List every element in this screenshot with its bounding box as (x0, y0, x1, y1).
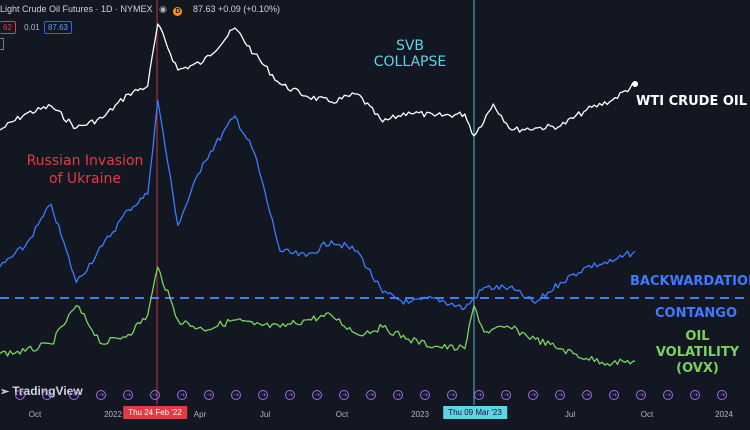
sell-button[interactable]: 62 (0, 21, 16, 34)
economic-event-icon[interactable]: ⇢ (231, 390, 241, 400)
economic-event-icon[interactable]: ⇢ (42, 390, 52, 400)
economic-event-icon[interactable]: ⇢ (96, 390, 106, 400)
x-tick-label: 2024 (715, 410, 733, 419)
russia-annotation-line-1: Russian Invasion (26, 153, 144, 169)
wti-price-line[interactable] (0, 23, 636, 137)
economic-event-icon[interactable]: ⇢ (447, 390, 457, 400)
economic-event-icon[interactable]: ⇢ (474, 390, 484, 400)
chart-header: Light Crude Oil Futures · 1D · NYMEX ◉ D… (0, 4, 280, 16)
economic-event-icon[interactable]: ⇢ (204, 390, 214, 400)
svb-annotation: SVB COLLAPSE (355, 38, 465, 70)
economic-event-icon[interactable]: ⇢ (366, 390, 376, 400)
eye-icon[interactable]: ◉ (159, 4, 167, 14)
ovx-series-label: OIL VOLATILITY (OVX) (650, 329, 745, 377)
wti-last-price-dot (632, 81, 639, 87)
price-change: +0.09 (+0.10%) (218, 4, 281, 14)
backwardation-label: BACKWARDATION (630, 274, 750, 289)
x-tick-label: Apr (193, 410, 207, 419)
wti-series-label: WTI CRUDE OIL (636, 94, 748, 109)
economic-event-icon[interactable]: ⇢ (582, 390, 592, 400)
economic-event-icon[interactable]: ⇢ (636, 390, 646, 400)
backwardation-spread-line[interactable] (0, 99, 636, 311)
delay-badge: D (173, 7, 183, 16)
russia-annotation: Russian Invasion of Ukraine (10, 152, 160, 188)
economic-event-icon[interactable]: ⇢ (150, 390, 160, 400)
ovx-label-line-3: (OVX) (676, 361, 719, 376)
economic-event-icon[interactable]: ⇢ (528, 390, 538, 400)
economic-event-icon[interactable]: ⇢ (609, 390, 619, 400)
economic-event-icon[interactable]: ⇢ (123, 390, 133, 400)
x-tick-label: Oct (28, 410, 42, 419)
series-layer (0, 23, 639, 367)
economic-event-icon[interactable]: ⇢ (177, 390, 187, 400)
economic-event-icon[interactable]: ⇢ (555, 390, 565, 400)
order-row: 62 0.01 87.63 (0, 21, 72, 34)
x-tick-label: Jul (564, 410, 576, 419)
economic-event-icon[interactable]: ⇢ (285, 390, 295, 400)
x-tick-label: 2022 (104, 410, 122, 419)
x-tick-label: Jul (259, 410, 271, 419)
buy-button[interactable]: 87.63 (43, 21, 72, 34)
ovx-label-line-2: VOLATILITY (655, 345, 740, 360)
symbol-title[interactable]: Light Crude Oil Futures · 1D · NYMEX (0, 4, 153, 14)
tradingview-mark-icon: ➢ (0, 386, 10, 398)
economic-event-icon[interactable]: ⇢ (501, 390, 511, 400)
svb-date-tag: Thu 09 Mar '23 (443, 406, 507, 419)
russia-annotation-line-2: of Ukraine (48, 171, 121, 187)
ovx-label-line-1: OIL (685, 329, 710, 344)
last-price: 87.63 (192, 4, 216, 14)
invasion-date-tag: Thu 24 Feb '22 (123, 406, 187, 419)
collapse-legend-button[interactable] (0, 38, 4, 50)
economic-event-icon[interactable]: ⇢ (312, 390, 322, 400)
economic-event-icon[interactable]: ⇢ (420, 390, 430, 400)
contango-label: CONTANGO (655, 306, 737, 321)
x-tick-label: 2023 (411, 410, 429, 419)
economic-event-icon[interactable]: ⇢ (15, 390, 25, 400)
economic-event-icon[interactable]: ⇢ (393, 390, 403, 400)
economic-event-icon[interactable]: ⇢ (690, 390, 700, 400)
economic-event-icon[interactable]: ⇢ (69, 390, 79, 400)
x-tick-label: Oct (640, 410, 654, 419)
ovx-line[interactable] (0, 266, 636, 367)
economic-event-icon[interactable]: ⇢ (717, 390, 727, 400)
x-tick-label: Oct (335, 410, 349, 419)
spread-value: 0.01 (24, 23, 40, 32)
economic-event-icon[interactable]: ⇢ (339, 390, 349, 400)
svb-annotation-line-2: COLLAPSE (373, 54, 447, 70)
economic-event-icon[interactable]: ⇢ (663, 390, 673, 400)
svb-annotation-line-1: SVB (395, 38, 425, 54)
economic-event-icon[interactable]: ⇢ (258, 390, 268, 400)
